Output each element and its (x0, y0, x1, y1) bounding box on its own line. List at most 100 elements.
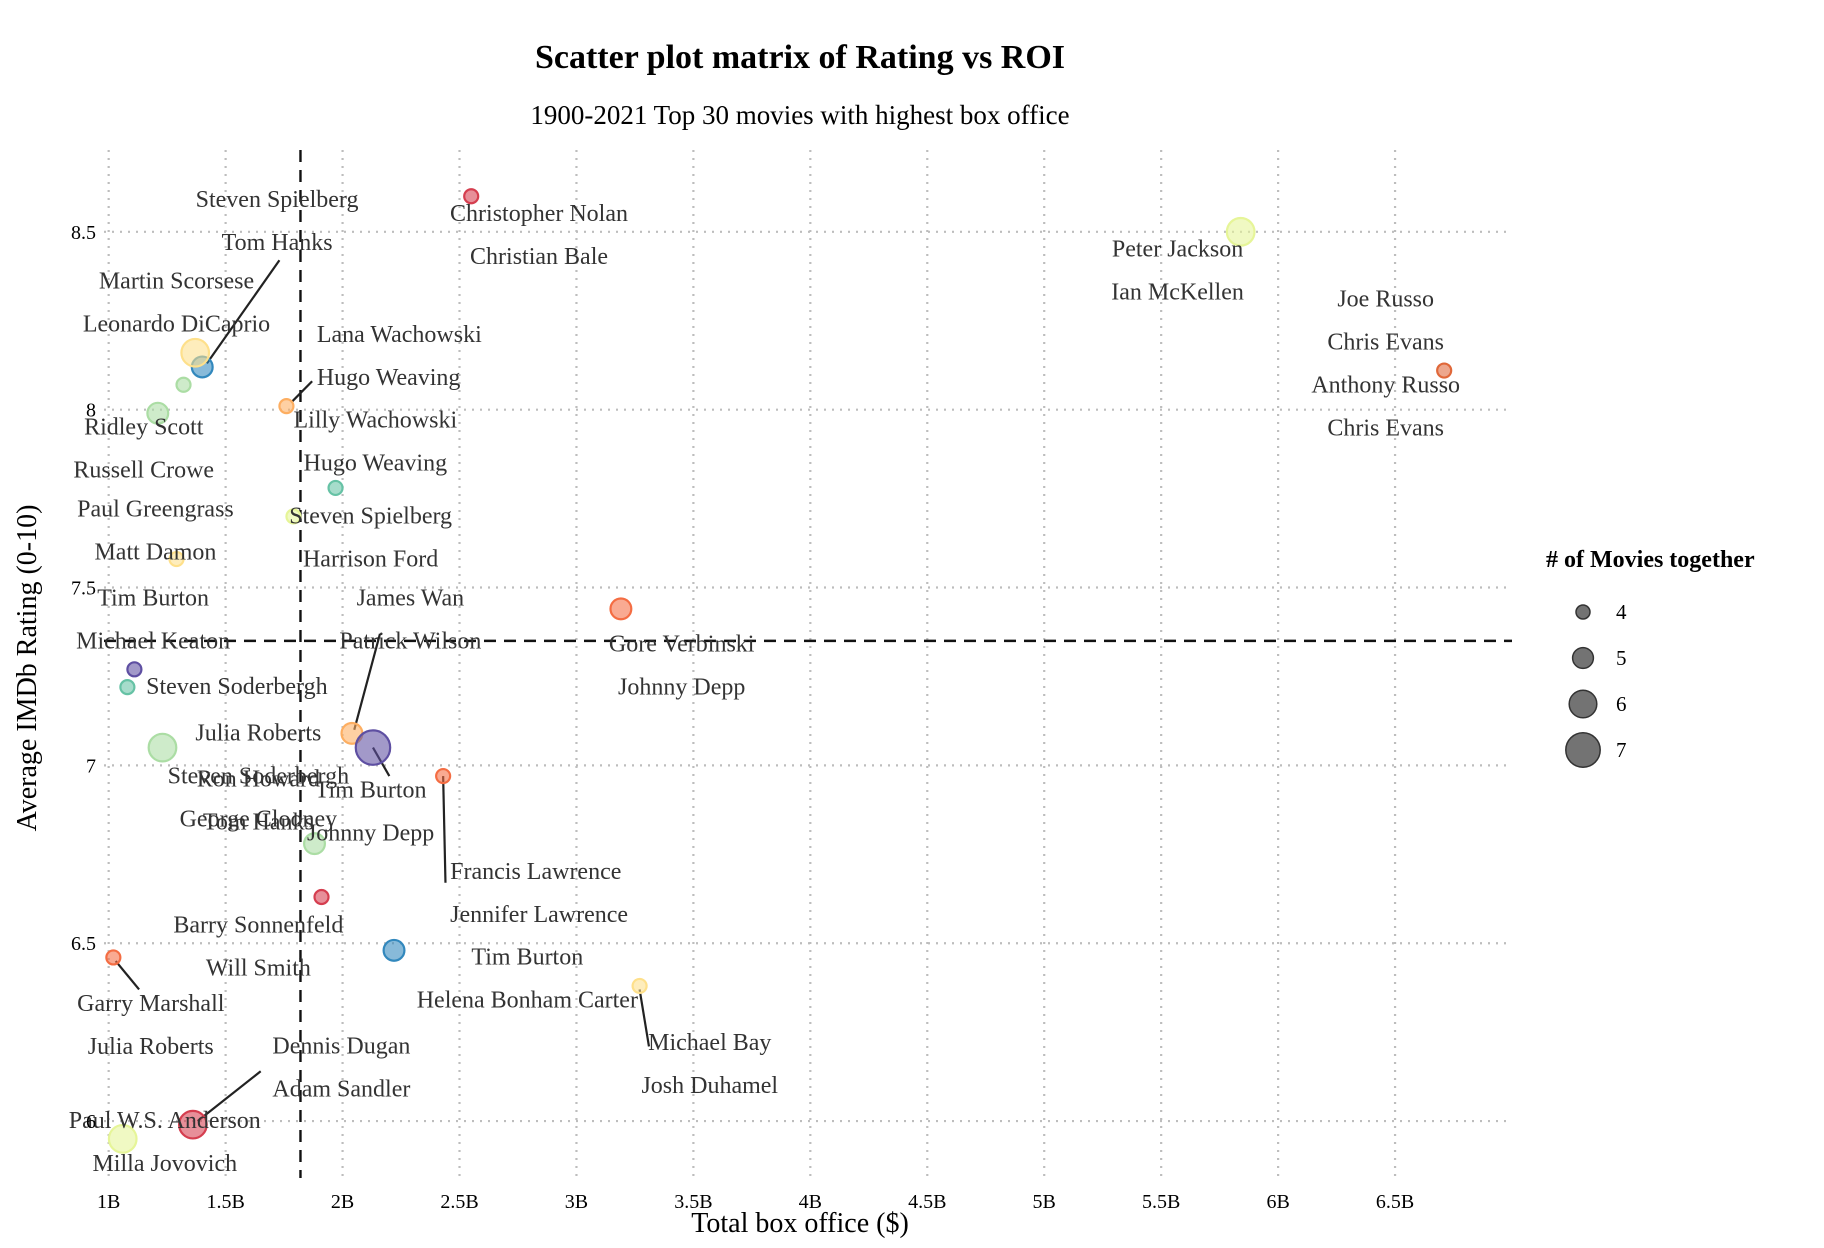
data-point-11 (609, 597, 633, 621)
y-tick-label-2: 7 (86, 755, 96, 777)
point-label-9-0: Paul Greengrass (77, 496, 234, 522)
leader-line-6 (290, 380, 313, 404)
x-tick-label-9: 5.5B (1142, 1191, 1180, 1213)
point-label-1-0: Peter Jackson (1112, 237, 1243, 263)
point-label-20-0: Tim Burton (471, 945, 583, 971)
point-label-11-1: Johnny Depp (618, 675, 745, 701)
point-label-8-1: Hugo Weaving (304, 450, 448, 476)
y-tick-label-5: 8.5 (71, 222, 96, 244)
point-label-2-0: Joe Russo (1337, 287, 1434, 313)
point-label-1-1: Ian McKellen (1111, 280, 1244, 306)
data-point-2 (1436, 362, 1453, 379)
legend-label-3: 7 (1616, 738, 1627, 762)
point-label-0-0: Christopher Nolan (450, 201, 628, 227)
x-tick-label-11: 6.5B (1376, 1191, 1414, 1213)
legend-label-2: 6 (1616, 692, 1627, 716)
legend-label-1: 5 (1616, 646, 1627, 670)
y-tick-label-4: 8 (86, 400, 96, 422)
point-label-21-1: Julia Roberts (88, 1034, 214, 1060)
point-label-4-0: Martin Scorsese (99, 269, 254, 295)
x-tick-label-2: 2B (331, 1191, 354, 1213)
data-point-10 (285, 508, 302, 525)
point-label-14-0: James Wan (357, 585, 465, 611)
point-label-12-0: Tim Burton (97, 585, 209, 611)
point-label-19-1: Will Smith (206, 956, 311, 982)
x-tick-label-7: 4.5B (908, 1191, 946, 1213)
data-point-21 (105, 949, 122, 966)
point-label-23-1: Adam Sandler (272, 1077, 410, 1103)
data-point-20 (382, 938, 406, 962)
point-label-17-0: Francis Lawrence (450, 859, 621, 885)
y-axis-ticks: 6 6.5 7 7.5 8 8.5 (71, 222, 96, 1133)
point-label-16-1: Steven Soderbergh (168, 763, 350, 789)
point-label-7-1: Russell Crowe (73, 458, 214, 484)
point-label-0-1: Christian Bale (470, 244, 608, 270)
legend-label-0: 4 (1616, 600, 1627, 624)
x-axis-label: Total box office ($) (691, 1208, 909, 1239)
leader-line-3 (206, 259, 281, 365)
x-axis-ticks: 1B 1.5B 2B 2.5B 3B 3.5B 4B 4.5B 5B 5.5B 6B 6.5B (97, 1191, 1414, 1213)
legend-title: # of Movies together (1546, 547, 1755, 573)
leader-line-21 (114, 960, 140, 991)
point-label-24-0: Paul W.S. Anderson (69, 1108, 261, 1134)
point-label-2-1: Chris Evans (1327, 330, 1444, 356)
reference-lines (104, 150, 1512, 1178)
size-legend: # of Movies together 4 5 6 7 (1546, 547, 1755, 768)
point-label-3-1: Tom Hanks (222, 230, 333, 256)
data-point-22 (631, 977, 648, 995)
x-tick-label-0: 1B (97, 1191, 120, 1213)
point-label-15-1: Johnny Depp (307, 820, 434, 846)
point-label-22-1: Josh Duhamel (641, 1073, 778, 1099)
x-tick-label-1: 1.5B (206, 1191, 244, 1213)
point-label-10-1: Harrison Ford (303, 546, 438, 572)
y-axis-label: Average IMDb Rating (0-10) (12, 505, 43, 832)
x-tick-label-4: 3B (565, 1191, 588, 1213)
point-label-2-2: Anthony Russo (1311, 373, 1460, 399)
data-point-0 (463, 188, 480, 205)
legend-key-0 (1575, 604, 1591, 620)
point-label-12-1: Michael Keaton (76, 628, 230, 654)
gridlines (104, 150, 1512, 1178)
data-point-13 (119, 679, 136, 696)
leader-line-14 (353, 633, 382, 731)
data-point-24 (107, 1123, 138, 1154)
chart-subtitle: 1900-2021 Top 30 movies with highest box… (530, 100, 1069, 130)
data-point-6 (278, 398, 295, 415)
data-point-8 (327, 479, 344, 497)
data-point-23 (177, 1109, 208, 1140)
point-label-6-1: Hugo Weaving (317, 365, 461, 391)
legend-key-2 (1568, 689, 1598, 719)
point-label-20-1: Helena Bonham Carter (417, 988, 638, 1014)
x-tick-label-5: 3.5B (674, 1191, 712, 1213)
point-label-18-0: Ron Howard (197, 767, 320, 793)
point-label-3-0: Steven Spielberg (196, 187, 359, 213)
point-label-17-1: Jennifer Lawrence (450, 902, 628, 928)
data-point-17 (435, 767, 452, 785)
point-labels: Christopher Nolan Christian Bale Peter Jac… (69, 187, 1460, 1177)
data-point-19 (313, 888, 330, 906)
point-label-16-0: Julia Roberts (195, 720, 321, 746)
data-point-12 (126, 661, 143, 678)
point-label-21-0: Garry Marshall (77, 991, 225, 1017)
chart-title: Scatter plot matrix of Rating vs ROI (535, 39, 1065, 76)
data-points (105, 188, 1453, 1154)
point-label-16-2: George Clooney (180, 806, 338, 832)
point-label-10-0: Steven Spielberg (289, 503, 452, 529)
x-tick-label-8: 5B (1033, 1191, 1056, 1213)
data-point-15 (354, 729, 392, 766)
legend-key-3 (1565, 732, 1601, 768)
point-label-2-3: Chris Evans (1327, 416, 1444, 442)
point-label-24-1: Milla Jovovich (92, 1151, 237, 1177)
leader-line-22 (638, 989, 651, 1047)
legend-key-1 (1571, 646, 1595, 670)
point-label-22-0: Michael Bay (648, 1030, 771, 1056)
data-point-7 (146, 401, 170, 425)
x-tick-label-6: 4B (799, 1191, 822, 1213)
data-point-1 (1225, 216, 1256, 247)
y-tick-label-1: 6.5 (71, 933, 96, 955)
point-label-9-1: Matt Damon (94, 539, 216, 565)
point-label-13-0: Steven Soderbergh (146, 674, 328, 700)
point-label-11-0: Gore Verbinski (609, 632, 755, 658)
point-label-19-0: Barry Sonnenfeld (173, 913, 343, 939)
